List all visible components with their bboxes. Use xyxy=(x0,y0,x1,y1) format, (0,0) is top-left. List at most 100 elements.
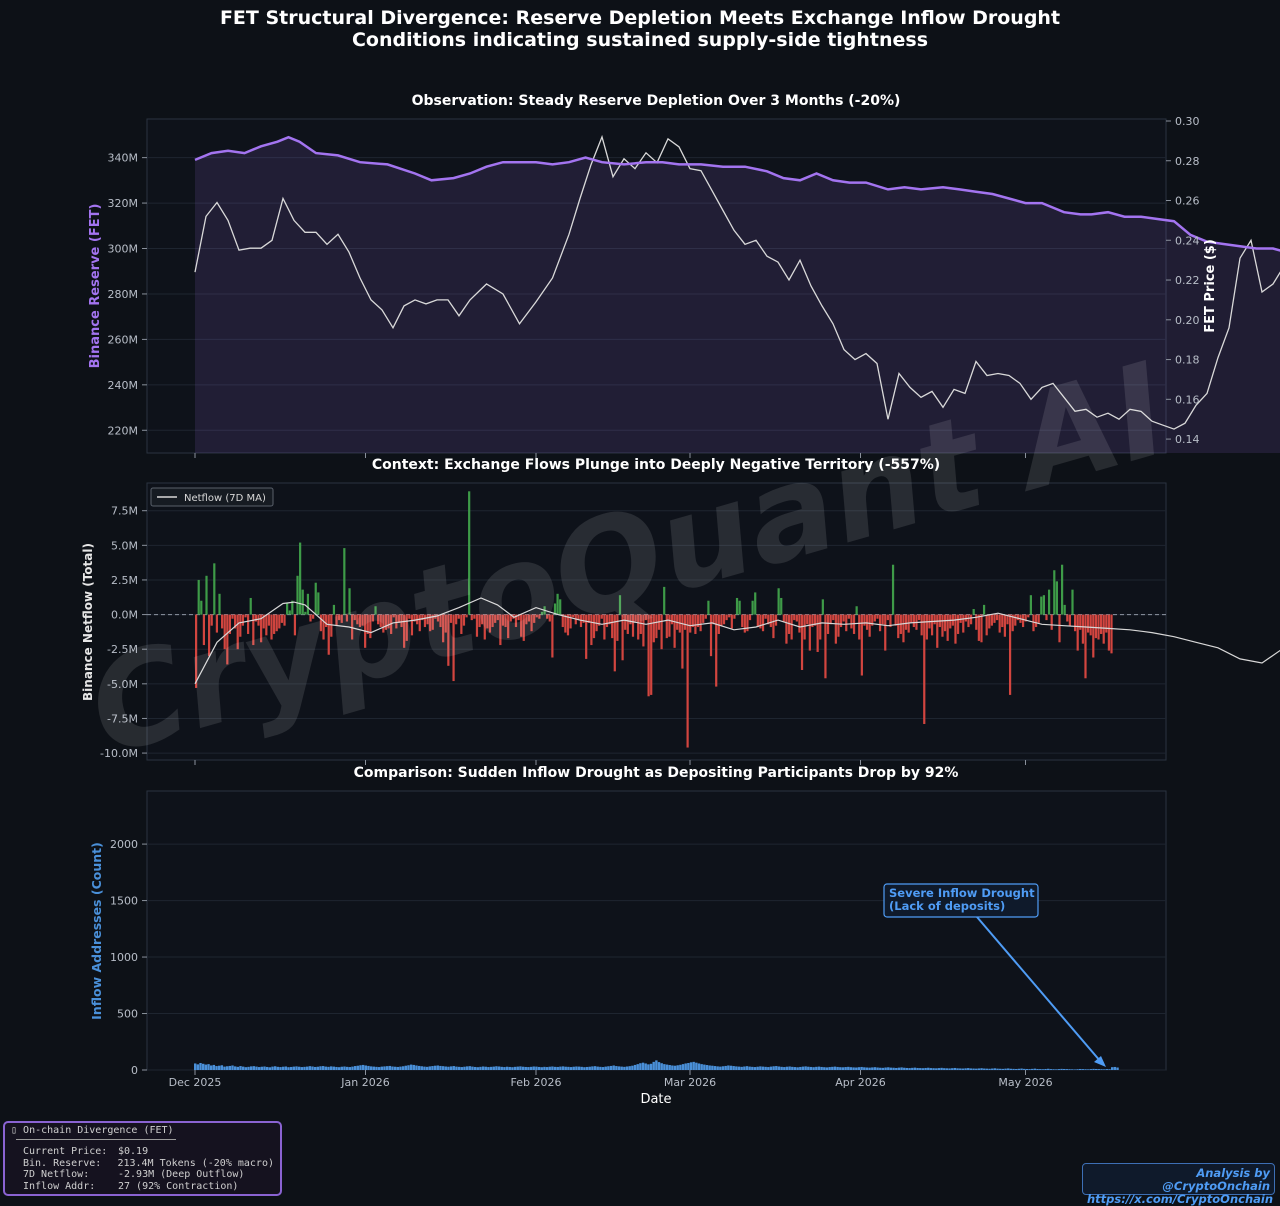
netflow-ma-line xyxy=(194,597,1280,685)
address-bar xyxy=(988,1068,991,1070)
netflow-bar xyxy=(626,614,629,634)
address-bar xyxy=(945,1068,949,1070)
credit-author: Analysis by @CryptoOnchain xyxy=(1162,1166,1270,1193)
netflow-bar xyxy=(834,614,837,644)
address-bar xyxy=(889,1067,893,1070)
netflow-bar xyxy=(769,614,772,628)
netflow-bar xyxy=(332,604,336,615)
netflow-bar xyxy=(520,614,523,637)
address-bar xyxy=(375,1066,378,1070)
netflow-bar xyxy=(421,614,424,621)
address-bar xyxy=(647,1064,650,1070)
netflow-bar xyxy=(1027,614,1030,618)
netflow-bar xyxy=(455,614,458,625)
netflow-bar xyxy=(754,592,757,615)
address-bar xyxy=(737,1066,741,1070)
address-bar xyxy=(935,1068,938,1070)
netflow-bar xyxy=(689,614,692,633)
netflow-bar xyxy=(239,614,242,637)
netflow-bar xyxy=(1045,614,1048,621)
address-bar xyxy=(852,1067,855,1070)
credit-link[interactable]: https://x.com/CryptoOnchain xyxy=(1087,1192,1274,1206)
address-bar xyxy=(892,1067,895,1070)
address-bar xyxy=(719,1066,722,1070)
netflow-bar xyxy=(696,614,700,628)
netflow-bar xyxy=(642,614,645,647)
netflow-bar xyxy=(244,614,247,618)
xtick-label: Feb 2026 xyxy=(511,1076,562,1089)
address-bar xyxy=(1105,1069,1109,1070)
netflow-bar xyxy=(629,614,632,625)
netflow-bar xyxy=(639,614,642,634)
xtick-label: Mar 2026 xyxy=(664,1076,716,1089)
netflow-bar xyxy=(234,614,237,629)
netflow-bar xyxy=(418,614,421,632)
y2tick-label: 0.28 xyxy=(1175,155,1200,168)
address-bar xyxy=(329,1066,333,1070)
address-bar xyxy=(244,1067,248,1070)
netflow-bar xyxy=(741,614,744,628)
address-bar xyxy=(487,1067,490,1070)
netflow-bar xyxy=(1105,614,1108,633)
netflow-bar xyxy=(722,614,726,625)
address-bar xyxy=(956,1068,959,1070)
netflow-bar xyxy=(982,604,986,615)
address-bar xyxy=(823,1067,826,1070)
annotation-line1: Severe Inflow Drought xyxy=(889,886,1035,900)
netflow-bar xyxy=(210,614,213,626)
netflow-bar xyxy=(533,614,536,623)
address-bar xyxy=(1079,1068,1082,1070)
address-bar xyxy=(543,1066,546,1070)
netflow-bar xyxy=(465,614,468,618)
netflow-bar xyxy=(228,614,232,634)
address-bar xyxy=(991,1068,994,1070)
netflow-bar xyxy=(1068,614,1071,626)
netflow-bar xyxy=(673,614,676,648)
address-bar xyxy=(225,1066,229,1070)
info-row-reserve: Bin. Reserve: 213.4M Tokens (-20% macro) xyxy=(23,1157,274,1169)
address-bar xyxy=(937,1068,941,1070)
address-bar xyxy=(881,1067,885,1070)
address-bar xyxy=(585,1066,589,1070)
address-bar xyxy=(527,1067,530,1070)
address-bar xyxy=(1087,1069,1090,1070)
netflow-bar xyxy=(637,614,640,640)
netflow-bar xyxy=(457,614,460,619)
netflow-bar xyxy=(265,614,268,636)
address-bar xyxy=(295,1066,298,1070)
netflow-bar xyxy=(873,614,876,622)
address-bar xyxy=(495,1066,498,1070)
address-bar xyxy=(308,1066,312,1070)
netflow-bar xyxy=(847,614,850,619)
address-bar xyxy=(836,1066,839,1070)
y2tick-label: 0.22 xyxy=(1175,274,1200,287)
panel3-ylabel: Inflow Addresses (Count) xyxy=(89,842,104,1020)
address-bar xyxy=(321,1066,325,1070)
panel3-title: Comparison: Sudden Inflow Drought as Dep… xyxy=(354,765,959,781)
netflow-bar xyxy=(738,600,741,615)
netflow-bar xyxy=(912,614,915,628)
netflow-bar xyxy=(236,614,239,650)
address-bar xyxy=(468,1066,471,1070)
x-axis-label: Date xyxy=(640,1092,671,1107)
netflow-bar xyxy=(410,614,414,636)
netflow-bar xyxy=(946,614,949,641)
address-bar xyxy=(231,1065,234,1070)
address-bar xyxy=(265,1066,269,1070)
netflow-bar xyxy=(767,614,770,625)
address-bar xyxy=(1092,1068,1095,1070)
address-bar xyxy=(367,1065,370,1070)
address-bar xyxy=(1111,1067,1114,1070)
address-bar xyxy=(1039,1069,1042,1070)
address-bar xyxy=(951,1068,954,1070)
address-bar xyxy=(423,1066,426,1070)
address-bar xyxy=(700,1064,703,1070)
netflow-bar xyxy=(668,614,671,637)
address-bar xyxy=(1049,1069,1053,1070)
credit-box: Analysis by @CryptoOnchain https://x.com… xyxy=(1082,1163,1275,1206)
address-bar xyxy=(1031,1068,1034,1070)
address-bar xyxy=(492,1066,495,1070)
netflow-bar xyxy=(288,610,291,615)
figure-subtitle: Conditions indicating sustained supply-s… xyxy=(352,29,928,51)
address-bar xyxy=(972,1068,975,1070)
